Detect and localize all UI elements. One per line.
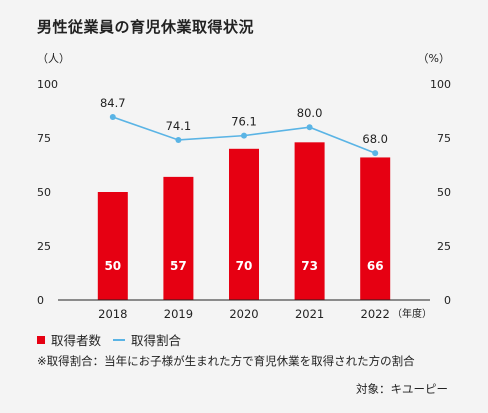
bar-value-label: 70 [236,259,253,273]
bar-value-label: 57 [170,259,187,273]
legend: 取得者数 取得割合 [37,330,181,349]
x-axis-unit: （年度） [392,307,432,320]
footnote: ※取得割合：当年にお子様が生まれた方で育児休業を取得された方の割合 [37,353,415,369]
x-tick-label: 2018 [98,307,127,321]
bar-value-label: 73 [301,259,318,273]
line-value-label: 84.7 [100,96,126,110]
left-axis-unit: （人） [37,52,70,65]
right-y-tick-label: 0 [444,294,451,307]
bar-2019 [163,177,193,300]
x-tick-label: 2021 [295,307,324,321]
source-note: 対象：キユーピー [356,381,448,397]
line-value-label: 76.1 [231,115,257,129]
left-y-tick-label: 100 [37,78,58,91]
line-point-2022 [372,150,378,156]
combo-chart: （人） （%） 0 0 25 25 50 50 75 75 100 100 50 57 70 73 66 2018… [0,0,488,330]
right-y-tick-label: 100 [430,78,451,91]
legend-bar-label: 取得者数 [51,330,101,349]
bar-2022 [360,157,390,300]
legend-line-swatch [113,339,125,341]
line-point-2018 [110,114,116,120]
legend-bar-swatch [37,336,45,344]
x-tick-label: 2020 [229,307,258,321]
right-y-tick-label: 25 [437,240,451,253]
x-tick-label: 2022 [361,307,390,321]
bar-2018 [98,192,128,300]
left-y-tick-label: 0 [37,294,44,307]
line-point-2021 [307,124,313,130]
legend-line-label: 取得割合 [131,330,181,349]
left-y-tick-label: 75 [37,132,51,145]
bar-2020 [229,149,259,300]
line-value-label: 74.1 [166,119,192,133]
x-tick-label: 2019 [164,307,193,321]
line-point-2020 [241,133,247,139]
line-value-label: 80.0 [297,106,323,120]
left-y-tick-label: 50 [37,186,51,199]
line-value-label: 68.0 [362,132,388,146]
bar-value-label: 66 [367,259,384,273]
line-point-2019 [175,137,181,143]
bar-2021 [295,142,325,300]
right-axis-unit: （%） [418,52,450,65]
left-y-tick-label: 25 [37,240,51,253]
bar-value-label: 50 [104,259,121,273]
right-y-tick-label: 50 [437,186,451,199]
right-y-tick-label: 75 [437,132,451,145]
